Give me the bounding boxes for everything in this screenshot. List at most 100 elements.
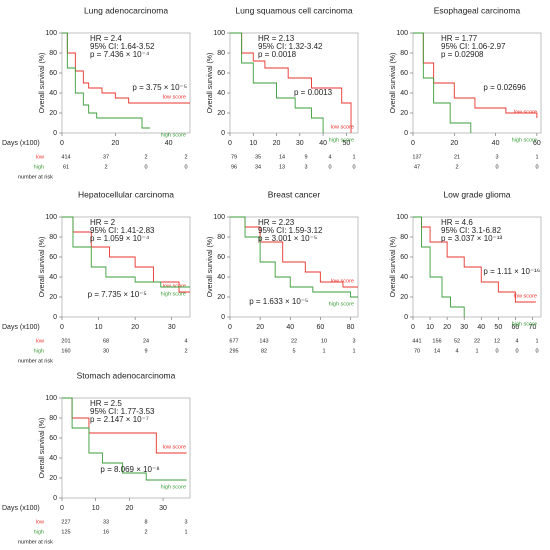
- risk-count: 12: [494, 338, 500, 344]
- y-tick-label: 40: [400, 274, 408, 281]
- y-tick-label: 60: [400, 70, 408, 77]
- y-tick-label: 60: [49, 70, 57, 77]
- risk-count: 227: [61, 519, 70, 525]
- y-tick-label: 80: [400, 50, 408, 57]
- y-tick-label: 0: [221, 314, 225, 321]
- risk-count: 1: [352, 154, 355, 160]
- risk-count: 14: [279, 154, 285, 160]
- x-tick-label: 40: [286, 324, 294, 331]
- annotation: p = 1.11 × 10⁻¹⁶: [483, 267, 540, 276]
- x-tick-label: 30: [296, 140, 304, 147]
- panel: Esophageal carcinoma Overall survival (%)…: [390, 5, 542, 170]
- y-tick-label: 40: [400, 90, 408, 97]
- panel: Lung squamous cell carcinoma Overall surv…: [207, 5, 359, 170]
- risk-count: 9: [304, 154, 307, 160]
- y-tick-label: 100: [45, 214, 57, 221]
- risk-count: 125: [61, 529, 70, 535]
- y-tick-label: 100: [396, 214, 408, 221]
- x-tick-label: 10: [249, 140, 257, 147]
- risk-count: 160: [61, 348, 70, 354]
- x-tick-label: 40: [492, 140, 500, 147]
- annotation: HR = 2.5: [90, 399, 122, 408]
- x-tick-label: 0: [228, 140, 232, 147]
- y-tick-label: 60: [217, 254, 225, 261]
- x-tick-label: 0: [60, 505, 64, 512]
- risk-row-label: low: [36, 338, 44, 344]
- x-tick-label: 50: [494, 324, 502, 331]
- risk-count: 4: [455, 348, 458, 354]
- annotation: p = 1.059 × 10⁻⁴: [90, 234, 150, 243]
- risk-count: 33: [103, 519, 109, 525]
- y-tick-label: 100: [396, 30, 408, 37]
- annotation: p = 7.436 × 10⁻⁴: [90, 50, 150, 59]
- y-tick-label: 20: [400, 294, 408, 301]
- risk-count: 2: [184, 154, 187, 160]
- risk-count: 9: [144, 348, 147, 354]
- y-axis-label: Overall survival (%): [207, 237, 214, 298]
- curve-label: high score: [512, 321, 537, 327]
- y-tick-label: 40: [217, 274, 225, 281]
- curve-label: high score: [512, 137, 537, 143]
- annotation: p = 8.069 × 10⁻⁸: [100, 465, 159, 474]
- risk-count: 201: [61, 338, 70, 344]
- risk-count: 441: [412, 338, 421, 344]
- risk-row-label: high: [34, 164, 44, 170]
- risk-count: 3: [304, 164, 307, 170]
- survival-curve: [230, 32, 352, 133]
- y-tick-label: 40: [49, 274, 57, 281]
- curve-label: high score: [161, 484, 186, 490]
- x-tick-label: 20: [256, 324, 264, 331]
- risk-count: 677: [229, 338, 238, 344]
- y-tick-label: 40: [49, 90, 57, 97]
- plot-frame: [61, 216, 191, 318]
- risk-count: 0: [535, 164, 538, 170]
- y-tick-label: 0: [53, 130, 57, 137]
- x-axis-label: Days (x100): [2, 140, 40, 147]
- risk-caption: number at risk: [18, 174, 53, 180]
- survival-curve: [230, 216, 358, 298]
- risk-count: 10: [321, 338, 327, 344]
- risk-row-label: low: [36, 519, 44, 525]
- risk-count: 24: [143, 338, 149, 344]
- risk-count: 2: [455, 164, 458, 170]
- x-tick-label: 60: [316, 324, 324, 331]
- y-tick-label: 60: [49, 435, 57, 442]
- annotation: p = 0.02696: [483, 83, 526, 92]
- risk-caption: number at risk: [18, 539, 53, 545]
- annotation: HR = 2.4: [90, 34, 122, 43]
- risk-count: 47: [414, 164, 420, 170]
- x-tick-label: 20: [450, 140, 458, 147]
- y-tick-label: 40: [217, 90, 225, 97]
- x-tick-label: 60: [512, 324, 520, 331]
- y-tick-label: 40: [49, 455, 57, 462]
- x-tick-label: 20: [273, 140, 281, 147]
- y-axis-label: Overall survival (%): [39, 237, 46, 298]
- curve-label: low score: [163, 94, 186, 100]
- risk-count: 68: [103, 338, 109, 344]
- x-tick-label: 40: [477, 324, 485, 331]
- annotation: p = 3.75 × 10⁻⁵: [132, 83, 187, 92]
- annotation: p = 2.147 × 10⁻⁷: [90, 415, 149, 424]
- plot-frame: [61, 397, 191, 499]
- plot-frame: [229, 216, 359, 318]
- risk-count: 34: [255, 164, 261, 170]
- curve-label: low score: [331, 278, 354, 284]
- annotation: HR = 4.6: [441, 218, 473, 227]
- survival-curve: [62, 397, 187, 481]
- y-tick-label: 60: [400, 254, 408, 261]
- annotation: p = 0.0013: [294, 88, 333, 97]
- risk-count: 3: [495, 154, 498, 160]
- risk-count: 4: [328, 154, 331, 160]
- y-tick-label: 100: [45, 395, 57, 402]
- risk-count: 156: [432, 338, 441, 344]
- x-tick-label: 10: [95, 324, 103, 331]
- risk-count: 13: [279, 164, 285, 170]
- survival-curve: [62, 32, 150, 129]
- annotation: p = 0.0018: [258, 50, 297, 59]
- plot-frame: [412, 216, 542, 318]
- y-tick-label: 0: [404, 314, 408, 321]
- panel-title: Breast cancer: [268, 189, 321, 199]
- risk-count: 37: [103, 154, 109, 160]
- survival-curve: [413, 32, 472, 133]
- risk-count: 2: [144, 154, 147, 160]
